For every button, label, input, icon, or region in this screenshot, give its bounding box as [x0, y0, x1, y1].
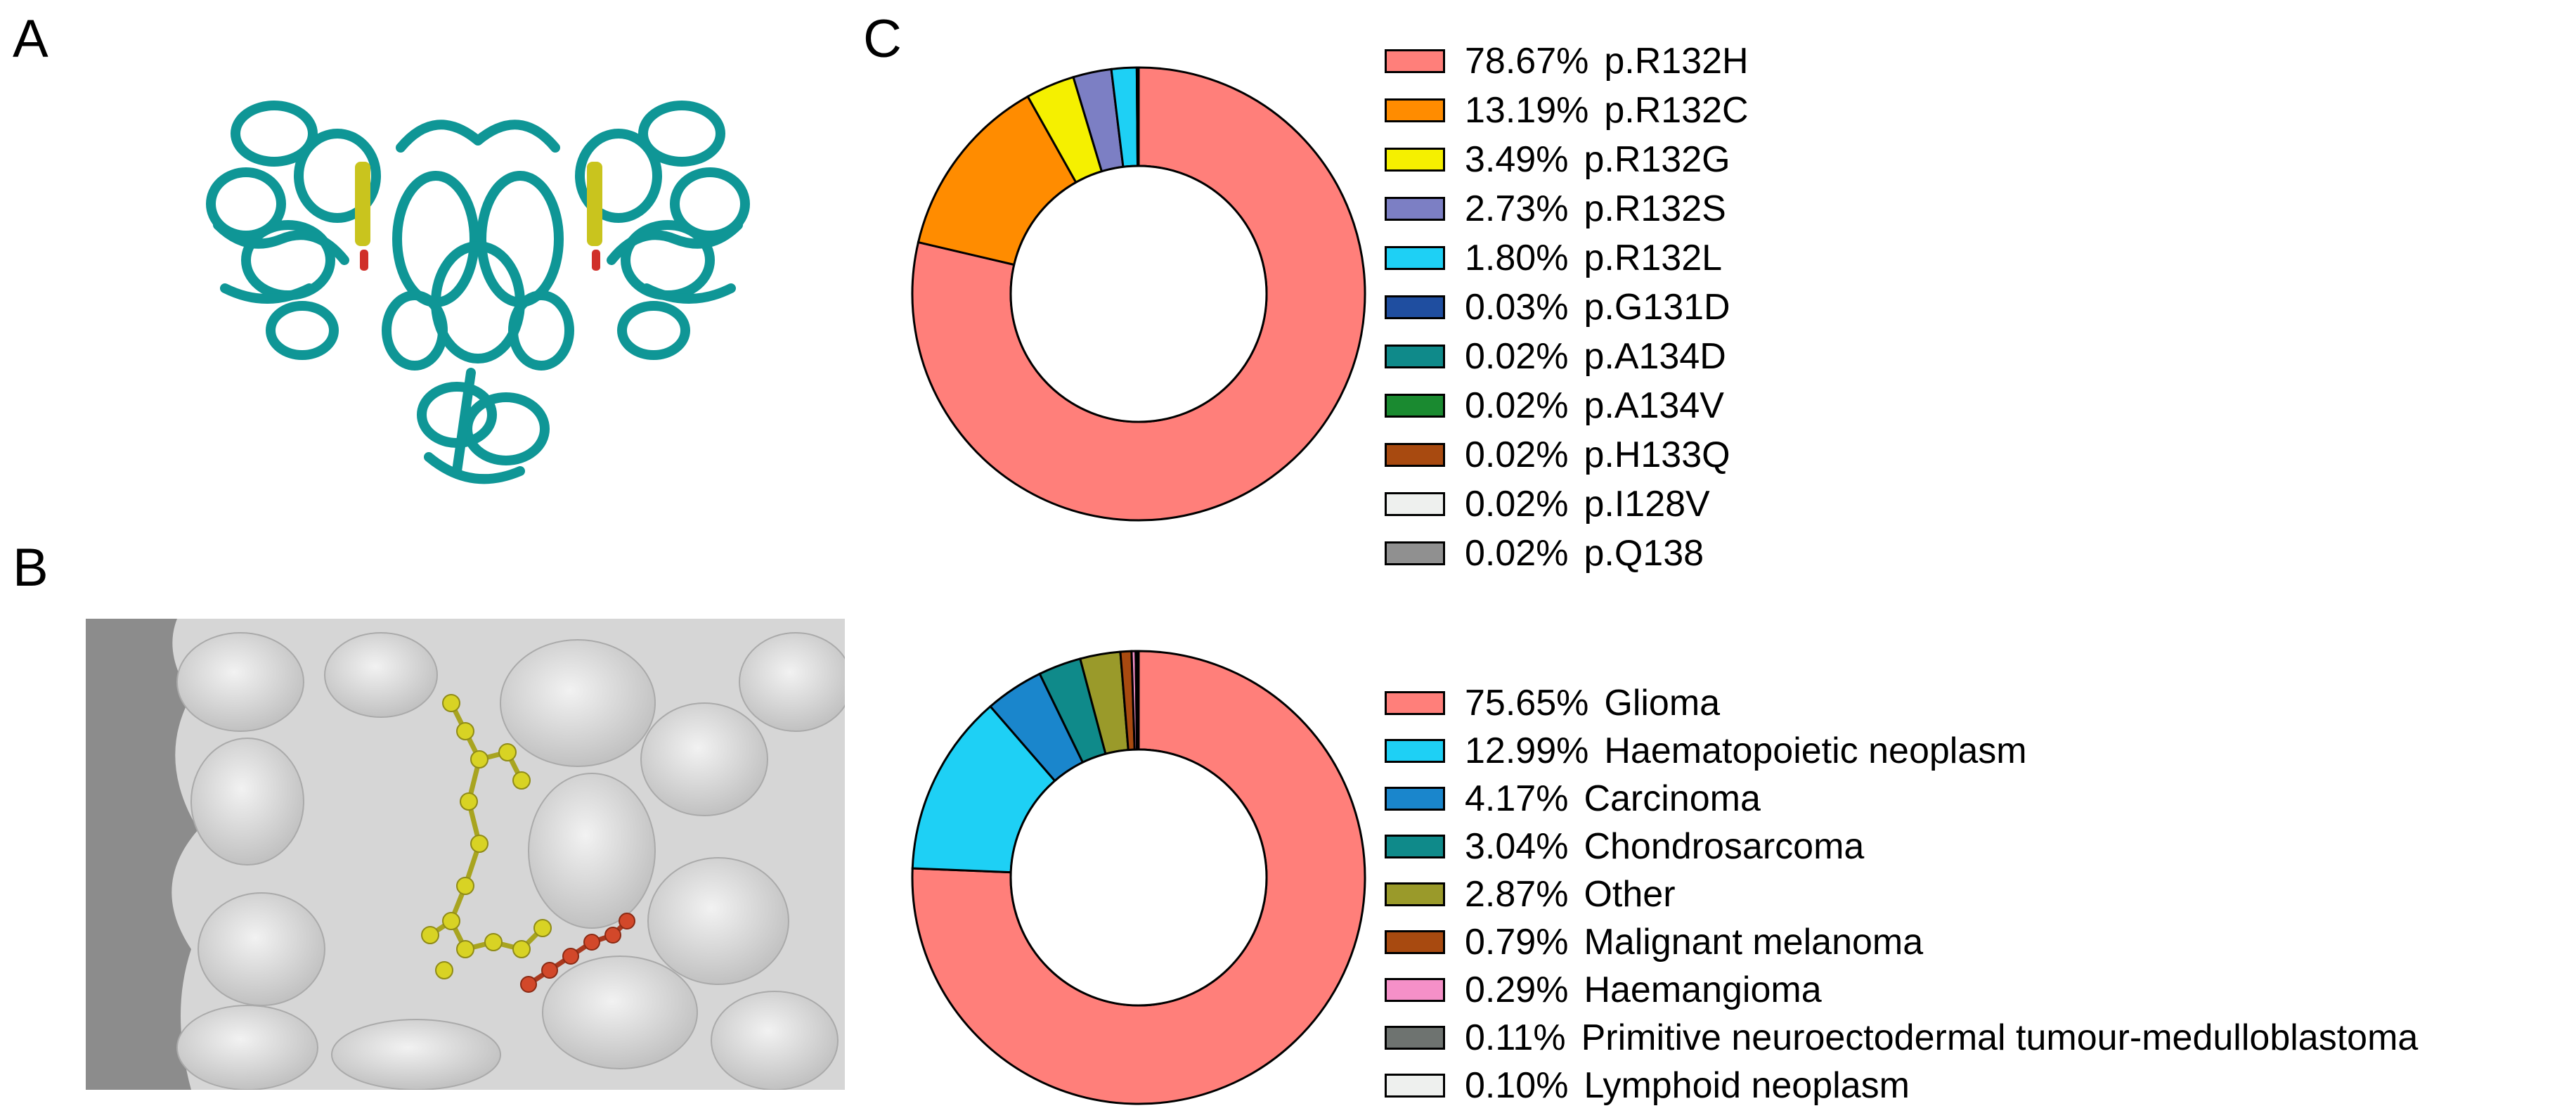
legend-label: p.H133Q	[1584, 435, 1730, 475]
legend-item: 0.03% p.G131D	[1385, 283, 1749, 332]
legend-item: 13.19% p.R132C	[1385, 86, 1749, 135]
legend-swatch	[1385, 1074, 1445, 1098]
legend-item: 78.67% p.R132H	[1385, 37, 1749, 86]
legend-percentage: 0.10%	[1465, 1065, 1569, 1106]
legend-label: p.Q138	[1584, 533, 1704, 574]
legend-percentage: 13.19%	[1465, 90, 1589, 131]
donut-hole	[1009, 748, 1268, 1007]
legend-item: 1.80% p.R132L	[1385, 233, 1749, 283]
legend-percentage: 75.65%	[1465, 683, 1589, 723]
legend-percentage: 0.02%	[1465, 435, 1569, 475]
legend-item: 0.11% Primitive neuroectodermal tumour-me…	[1385, 1014, 2418, 1062]
legend-percentage: 0.79%	[1465, 922, 1569, 963]
legend-percentage: 78.67%	[1465, 41, 1589, 82]
legend-item: 3.49% p.R132G	[1385, 135, 1749, 184]
legend-swatch	[1385, 443, 1445, 467]
donut-chart-tumour-types	[911, 650, 1366, 1105]
legend-swatch	[1385, 246, 1445, 270]
legend-swatch	[1385, 787, 1445, 811]
legend-item: 75.65% Glioma	[1385, 679, 2418, 727]
donut-slice-2-8	[1136, 650, 1140, 751]
molecular-surface-image	[86, 619, 845, 1090]
donut-chart-mutations	[911, 66, 1366, 522]
legend-percentage: 1.80%	[1465, 238, 1569, 278]
legend-label: p.R132C	[1604, 90, 1749, 131]
legend-percentage: 0.02%	[1465, 336, 1569, 377]
legend-label: p.I128V	[1584, 484, 1710, 525]
legend-label: Other	[1584, 874, 1676, 915]
legend-item: 0.79% Malignant melanoma	[1385, 918, 2418, 966]
legend-item: 0.02% p.Q138	[1385, 529, 1749, 578]
legend-percentage: 0.02%	[1465, 533, 1569, 574]
legend-label: Lymphoid neoplasm	[1584, 1065, 1910, 1106]
legend-label: p.R132G	[1584, 139, 1730, 180]
legend-percentage: 0.02%	[1465, 385, 1569, 426]
legend-item: 2.73% p.R132S	[1385, 184, 1749, 233]
legend-item: 2.87% Other	[1385, 870, 2418, 918]
legend-swatch	[1385, 197, 1445, 221]
legend-percentage: 0.11%	[1465, 1017, 1566, 1058]
legend-percentage: 2.73%	[1465, 188, 1569, 229]
legend-swatch	[1385, 930, 1445, 954]
legend-item: 0.02% p.A134V	[1385, 381, 1749, 430]
legend-swatch	[1385, 691, 1445, 715]
legend-swatch	[1385, 394, 1445, 418]
legend-swatch	[1385, 882, 1445, 906]
legend-item: 0.10% Lymphoid neoplasm	[1385, 1062, 2418, 1109]
legend-label: Chondrosarcoma	[1584, 826, 1865, 867]
panel-label-a: A	[13, 9, 48, 69]
legend-percentage: 4.17%	[1465, 778, 1569, 819]
legend-label: Haematopoietic neoplasm	[1604, 731, 2027, 771]
legend-label: p.R132S	[1584, 188, 1726, 229]
legend-label: p.R132L	[1584, 238, 1723, 278]
legend-label: p.A134V	[1584, 385, 1724, 426]
legend-swatch	[1385, 345, 1445, 368]
legend-item: 0.02% p.I128V	[1385, 480, 1749, 529]
legend-percentage: 3.04%	[1465, 826, 1569, 867]
legend-label: Malignant melanoma	[1584, 922, 1924, 963]
legend-label: Haemangioma	[1584, 970, 1822, 1010]
legend-swatch	[1385, 295, 1445, 319]
legend-percentage: 2.87%	[1465, 874, 1569, 915]
legend-item: 0.29% Haemangioma	[1385, 966, 2418, 1014]
legend-label: Glioma	[1604, 683, 1721, 723]
legend-mutations: 78.67% p.R132H 13.19% p.R132C 3.49% p.R132G 2.…	[1385, 37, 1749, 578]
legend-label: p.A134D	[1584, 336, 1726, 377]
legend-swatch	[1385, 492, 1445, 516]
legend-swatch	[1385, 1026, 1445, 1050]
legend-swatch	[1385, 739, 1445, 763]
legend-item: 4.17% Carcinoma	[1385, 775, 2418, 823]
legend-swatch	[1385, 49, 1445, 73]
donut-hole	[1009, 165, 1268, 423]
legend-label: Carcinoma	[1584, 778, 1761, 819]
legend-item: 0.02% p.H133Q	[1385, 430, 1749, 480]
legend-percentage: 3.49%	[1465, 139, 1569, 180]
legend-swatch	[1385, 978, 1445, 1002]
legend-label: p.G131D	[1584, 287, 1730, 328]
protein-structure-image	[206, 101, 750, 484]
legend-percentage: 0.03%	[1465, 287, 1569, 328]
legend-percentage: 0.29%	[1465, 970, 1569, 1010]
panel-label-b: B	[13, 538, 48, 598]
legend-swatch	[1385, 541, 1445, 565]
legend-item: 3.04% Chondrosarcoma	[1385, 823, 2418, 870]
legend-swatch	[1385, 148, 1445, 172]
panel-label-c: C	[863, 9, 902, 69]
legend-label: p.R132H	[1604, 41, 1749, 82]
legend-item: 12.99% Haematopoietic neoplasm	[1385, 727, 2418, 775]
legend-swatch	[1385, 835, 1445, 858]
legend-percentage: 0.02%	[1465, 484, 1569, 525]
legend-swatch	[1385, 98, 1445, 122]
legend-label: Primitive neuroectodermal tumour-medullo…	[1581, 1017, 2419, 1058]
legend-tumour-types: 75.65% Glioma 12.99% Haematopoietic neoplas…	[1385, 679, 2418, 1109]
legend-percentage: 12.99%	[1465, 731, 1589, 771]
legend-item: 0.02% p.A134D	[1385, 332, 1749, 381]
